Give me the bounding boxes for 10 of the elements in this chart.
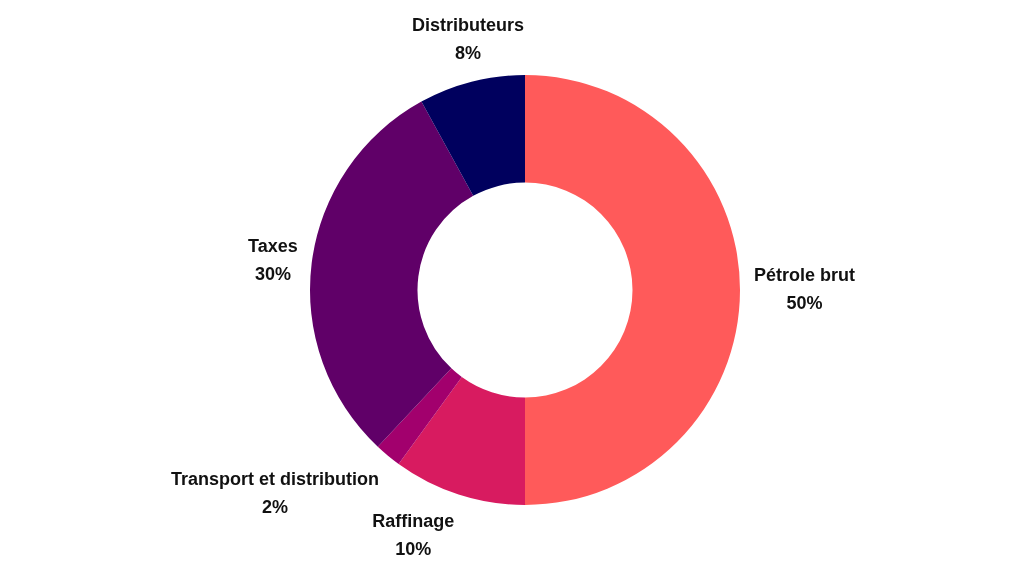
data-label: 2% [262, 497, 289, 518]
slice-label: Distributeurs [412, 15, 525, 36]
slice-label: Raffinage [372, 510, 455, 531]
slice-label: Transport et distribution [171, 469, 380, 490]
data-label: 10% [395, 538, 432, 559]
data-label: 8% [455, 43, 482, 64]
data-label: 30% [254, 264, 291, 285]
data-label: 50% [786, 292, 823, 313]
slice-label: Taxes [248, 236, 298, 257]
slice-label: Pétrole brut [754, 264, 856, 285]
